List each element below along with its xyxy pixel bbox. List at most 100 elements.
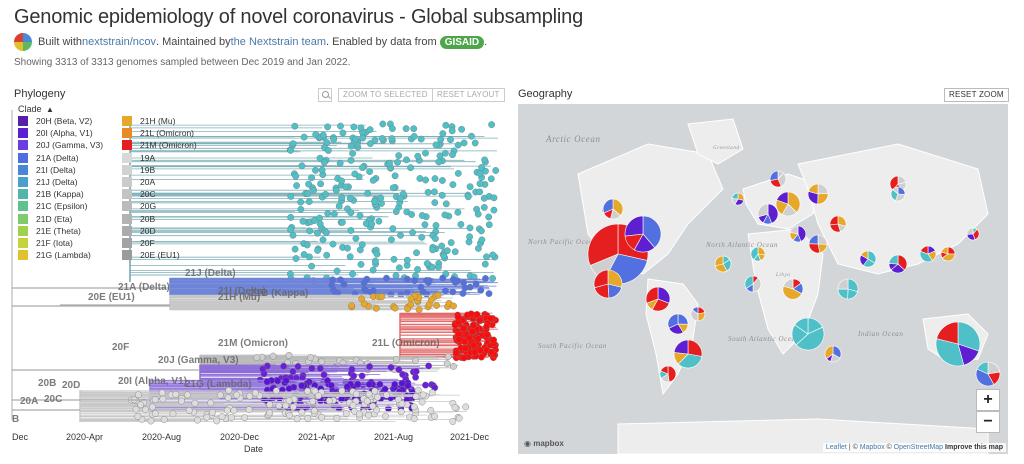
tip[interactable] [303,241,311,249]
tip[interactable] [454,208,462,216]
tip[interactable] [320,371,328,379]
tip[interactable] [287,214,295,221]
tip[interactable] [412,368,420,375]
legend-item[interactable]: 21C (Epsilon) [18,201,88,212]
tip[interactable] [410,132,418,140]
tip[interactable] [447,136,454,144]
tip[interactable] [318,413,326,421]
tip[interactable] [149,403,156,411]
zoom-out-button[interactable]: − [976,411,1000,433]
location-pie[interactable] [824,345,842,363]
tip[interactable] [347,157,355,164]
tip[interactable] [333,267,341,275]
tip[interactable] [160,416,168,423]
tip[interactable] [397,408,405,416]
tip[interactable] [481,156,488,164]
legend-item[interactable]: 20H (Beta, V2) [18,116,92,126]
tip[interactable] [352,135,359,143]
tip[interactable] [358,372,366,380]
tip[interactable] [287,226,294,234]
legend-item[interactable]: 20J (Gamma, V3) [18,140,103,151]
tip[interactable] [383,391,390,399]
tip[interactable] [371,257,379,265]
tip[interactable] [291,245,299,253]
tip[interactable] [476,316,484,324]
tip[interactable] [378,293,386,301]
tip[interactable] [471,139,479,147]
tip[interactable] [431,175,439,183]
tip[interactable] [328,281,336,289]
location-pie[interactable] [919,245,937,263]
tip[interactable] [468,132,475,140]
location-pie[interactable] [744,275,762,293]
tip[interactable] [365,390,373,398]
location-pie[interactable] [791,317,825,351]
location-pie[interactable] [807,183,829,205]
tip[interactable] [230,407,238,414]
tip[interactable] [358,241,366,249]
tip[interactable] [359,164,366,171]
tip[interactable] [259,365,267,373]
location-pie[interactable] [673,339,703,369]
tip[interactable] [356,212,364,220]
tip[interactable] [391,172,399,180]
tip[interactable] [349,401,357,409]
tip[interactable] [137,401,145,409]
tip[interactable] [409,229,416,236]
tip[interactable] [337,276,344,284]
tip[interactable] [417,135,425,143]
tip[interactable] [372,304,380,312]
tip[interactable] [432,222,440,229]
search-icon[interactable] [318,88,332,102]
tip[interactable] [314,229,321,237]
tip[interactable] [418,233,426,241]
tip[interactable] [407,295,415,303]
tip[interactable] [263,378,271,386]
tip[interactable] [289,140,297,148]
tip[interactable] [316,220,324,228]
tip[interactable] [269,352,277,360]
tip[interactable] [348,365,356,373]
reset-zoom-button[interactable]: RESET ZOOM [944,88,1009,102]
tip[interactable] [338,194,346,201]
location-pie[interactable] [808,234,828,254]
tip[interactable] [371,136,379,144]
tip[interactable] [444,353,452,361]
tip[interactable] [151,410,159,417]
location-pie[interactable] [714,255,732,273]
tip[interactable] [416,175,424,182]
tip[interactable] [233,391,241,399]
tip[interactable] [389,225,397,233]
tip[interactable] [368,220,376,228]
tip[interactable] [354,380,362,388]
tip[interactable] [285,397,293,405]
tip[interactable] [151,396,159,403]
tip[interactable] [441,211,449,219]
tip[interactable] [213,417,221,425]
tip[interactable] [402,125,410,133]
tip[interactable] [373,250,381,258]
tip[interactable] [449,418,457,425]
tip[interactable] [375,217,383,225]
tip[interactable] [477,353,485,361]
tip[interactable] [298,162,306,170]
tip[interactable] [349,150,356,157]
mapbox-link[interactable]: Mapbox [859,444,885,451]
tip[interactable] [418,398,426,406]
tip[interactable] [438,191,446,199]
tip[interactable] [485,213,493,221]
tip[interactable] [457,221,465,228]
tip[interactable] [366,126,374,133]
tip[interactable] [410,415,418,423]
tip[interactable] [225,386,233,394]
tip[interactable] [300,251,308,258]
location-pie[interactable] [890,186,906,202]
tip[interactable] [324,147,332,154]
tip[interactable] [318,166,326,174]
tip[interactable] [365,380,373,388]
tip[interactable] [412,392,420,400]
tip[interactable] [466,224,474,232]
tip[interactable] [466,183,474,191]
leaflet-link[interactable]: Leaflet [825,444,847,451]
tip[interactable] [388,135,396,142]
